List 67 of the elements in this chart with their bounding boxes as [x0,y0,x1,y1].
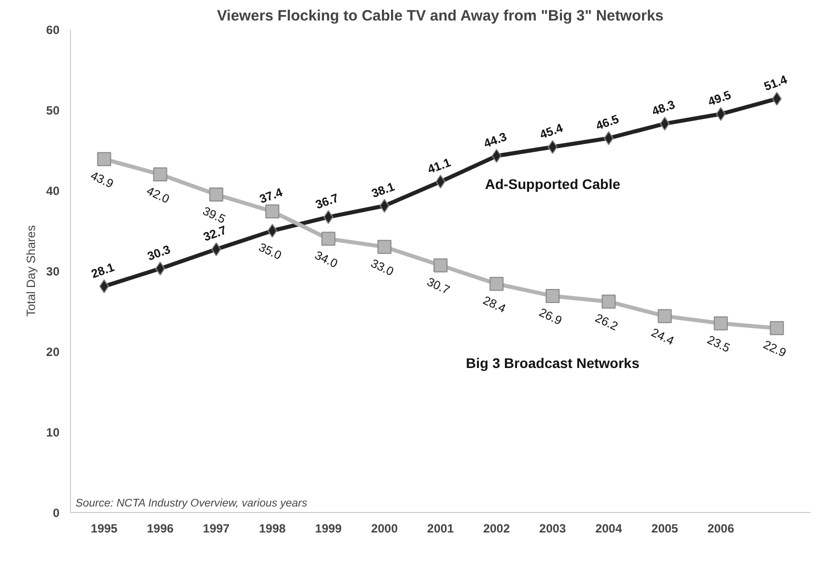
point [321,232,336,246]
point [267,224,278,238]
point [211,242,222,256]
point [546,288,560,303]
text: Big 3 Broadcast Networks [466,354,640,371]
point [602,294,616,309]
y-axis-title: Total Day Shares [24,225,38,317]
point [209,188,224,202]
chart-title: Viewers Flocking to Cable TV and Away from "Big 3" Networks [216,8,664,24]
y-tick-label: 40 [46,184,60,198]
data-label: 28.4 [480,293,508,316]
data-label: 30.3 [145,242,173,264]
x-tick-label: 2005 [651,522,678,536]
data-label: 49.5 [706,88,734,109]
x-tick-label: 1996 [146,522,174,536]
data-label: 26.9 [536,305,564,328]
data-label: 36.7 [314,190,341,212]
data-label: 28.1 [89,260,116,282]
y-tick-label: 10 [46,426,60,440]
point [604,131,614,146]
y-tick-label: 30 [46,264,60,278]
y-tick-label: 50 [46,104,60,118]
data-label: 26.2 [593,310,620,334]
data-label: 35.0 [256,240,284,263]
point [97,152,112,166]
x-tick-label: 1995 [90,522,118,536]
data-label: 48.3 [650,97,678,118]
point [770,321,784,336]
x-tick-label: 1999 [315,522,342,536]
data-label: 33.0 [368,256,396,279]
data-label: 42.0 [144,184,172,206]
data-label: 37.4 [258,184,285,206]
point [155,262,166,276]
point [714,316,728,330]
data-label: 22.9 [761,337,789,360]
x-tick-label: 2000 [371,522,398,536]
x-tick-label: 1997 [202,522,230,536]
data-label: 43.9 [88,168,116,192]
x-tick-label: 2006 [707,522,734,536]
annotation: Source: NCTA Industry Overview, various years [76,498,308,510]
data-label: 24.4 [649,325,676,348]
point [265,204,280,218]
point [490,276,504,291]
data-label: 51.4 [762,72,790,94]
point [660,116,670,131]
data-label: 23.5 [705,332,733,356]
point [658,309,672,324]
series-label: Ad-Supported Cable [484,176,620,192]
x-tick-label: 2003 [539,522,566,536]
x-tick-label: 2004 [595,522,622,536]
data-label: 34.0 [312,248,340,271]
point [434,258,448,272]
data-label: 46.5 [594,112,621,133]
y-tick-label: 60 [46,23,60,37]
point [377,240,392,254]
data-label: 45.4 [538,120,565,142]
x-tick-label: 1998 [258,522,286,536]
data-label: 38.1 [370,179,397,201]
point [716,107,726,122]
point [153,167,168,182]
x-tick-label: 2001 [427,522,454,536]
x-tick-label: 2002 [483,522,510,536]
data-label: 44.3 [482,129,509,151]
y-tick-label: 20 [46,345,60,359]
y-tick-label: 0 [52,506,60,520]
data-label: 41.1 [426,155,453,176]
data-label: 30.7 [424,274,452,298]
